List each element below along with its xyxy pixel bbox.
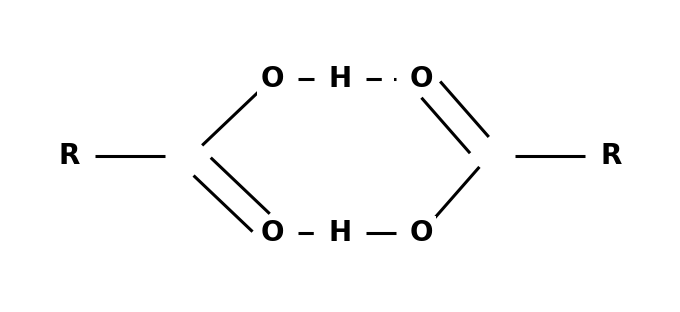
Text: R: R [58,142,80,170]
Text: O: O [409,219,433,247]
Text: H: H [328,219,352,247]
Text: O: O [409,65,433,93]
Text: R: R [600,142,622,170]
Text: O: O [260,65,284,93]
Text: H: H [328,65,352,93]
Text: O: O [260,219,284,247]
